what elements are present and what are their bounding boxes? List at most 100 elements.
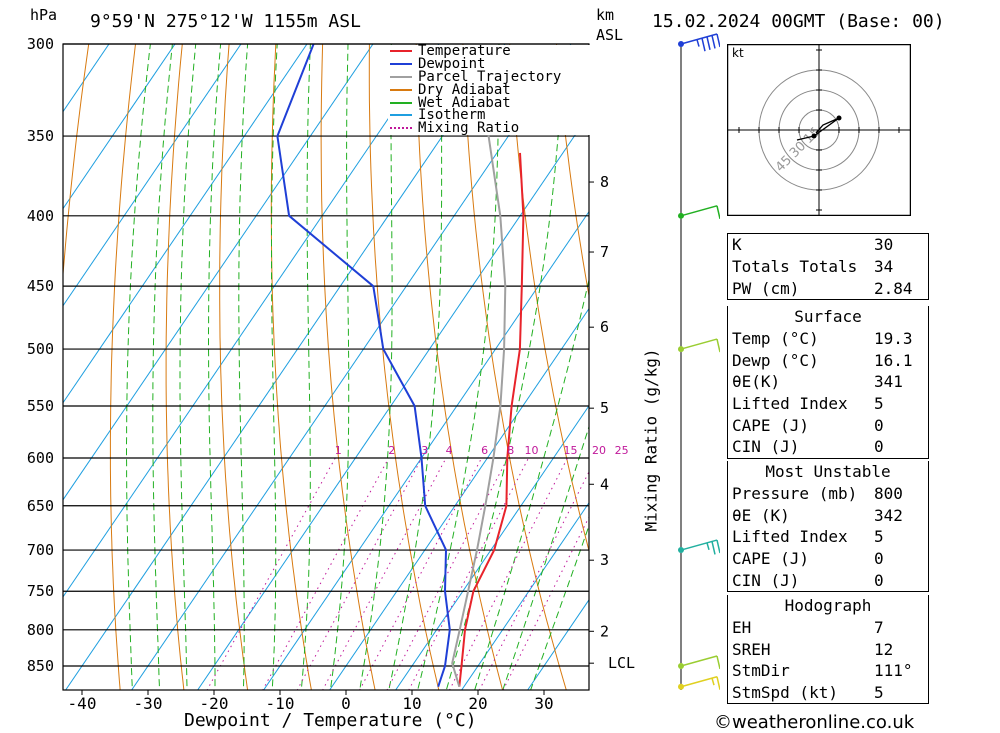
isotherm-line <box>63 44 110 113</box>
x-tick-label: -30 <box>134 694 163 713</box>
mixing-ratio-label: 10 <box>525 444 539 457</box>
dry-adiabat-line <box>270 44 312 690</box>
row-label: K <box>732 235 742 255</box>
legend-label: Dry Adiabat <box>418 81 511 98</box>
wind-barb <box>680 675 720 690</box>
isotherm-line <box>63 44 374 501</box>
dry-adiabat-line <box>165 44 185 690</box>
row-label: Lifted Index <box>732 527 848 547</box>
legend-swatch <box>390 75 412 78</box>
datetime-title: 15.02.2024 00GMT (Base: 00) <box>652 11 945 32</box>
wet-adiabat-line <box>502 425 589 690</box>
pressure-tick-label: 550 <box>27 397 54 415</box>
x-tick-label: 20 <box>468 694 487 713</box>
legend-swatch <box>390 88 412 91</box>
hodograph-unit: kt <box>732 46 744 60</box>
row-label: StmDir <box>732 661 790 681</box>
row-label: θE (K) <box>732 505 790 525</box>
mixing-ratio-label: 1 <box>335 444 342 457</box>
wet-adiabat-line <box>474 277 589 690</box>
most-unstable-table: Most Unstable Pressure (mb) 800 θE (K) 342 Li… <box>727 461 929 593</box>
pressure-tick-label: 500 <box>27 340 54 358</box>
surface-table: Surface Temp (°C) 19.3 Dewp (°C) 16.1 θE(K) 34… <box>727 306 929 459</box>
legend-item: Mixing Ratio <box>388 121 590 135</box>
mixing-ratio-line <box>408 457 529 690</box>
table-title: Hodograph <box>784 596 872 616</box>
hodograph-point <box>811 133 817 139</box>
legend-item: Temperature <box>388 44 590 58</box>
height-unit-sub-label: ASL <box>596 26 624 44</box>
table-row: θE (K) 342 <box>728 504 928 526</box>
table-row: K 30 <box>728 234 928 256</box>
dry-adiabat-line <box>691 3 720 700</box>
mixing-ratio-line <box>296 457 423 690</box>
legend-item: Wet Adiabat <box>388 96 590 110</box>
wind-barb <box>680 338 720 353</box>
wet-adiabat-line <box>271 44 278 690</box>
mixing-ratio-label: 6 <box>481 444 488 457</box>
legend-item: Parcel Trajectory <box>388 70 590 84</box>
dry-adiabat-line <box>555 44 589 299</box>
x-tick-label: 10 <box>402 694 421 713</box>
height-tick-label: LCL <box>608 654 635 672</box>
legend-item: Dry Adiabat <box>388 81 590 98</box>
wet-adiabat-line <box>300 44 311 690</box>
row-value: 342 <box>874 505 903 525</box>
height-tick-label: 7 <box>600 243 609 261</box>
hodograph-point <box>836 115 842 121</box>
legend-swatch <box>390 114 412 117</box>
hodograph-trace <box>796 117 840 141</box>
table-row: θE(K) 341 <box>728 371 928 393</box>
wind-barb <box>680 539 720 555</box>
dry-adiabat-line <box>368 44 440 690</box>
table-row: PW (cm) 2.84 <box>728 277 928 299</box>
wet-adiabat-line <box>208 44 222 690</box>
row-label: StmSpd (kt) <box>732 683 838 703</box>
mixing-ratio-label: 3 <box>421 444 428 457</box>
legend-swatch <box>390 127 412 130</box>
temperature-profile <box>458 152 525 687</box>
pressure-tick-label: 850 <box>27 657 54 675</box>
mixing-ratio-line <box>322 457 447 690</box>
mixing-ratio-line <box>478 470 589 690</box>
pressure-tick-label: 700 <box>27 541 54 559</box>
mixing-ratio-line <box>262 457 390 690</box>
mixing-ratio-label: 4 <box>446 444 453 457</box>
legend-swatch <box>390 50 412 53</box>
location-title: 9°59'N 275°12'W 1155m ASL <box>90 11 361 32</box>
chart-legend: Temperature Dewpoint Parcel Trajectory Dry … <box>388 44 590 135</box>
mixing-ratio-label: 25 <box>615 444 629 457</box>
legend-item: Dewpoint <box>388 57 590 71</box>
mixing-ratio-label: 2 <box>388 444 395 457</box>
mixing-ratio-line <box>206 457 336 690</box>
pressure-tick-label: 650 <box>27 497 54 515</box>
row-value: 12 <box>874 639 894 659</box>
mixing-ratio-label: 20 <box>592 444 606 457</box>
indices-table: K 30 Totals Totals 34 PW (cm) 2.84 <box>727 233 929 301</box>
isotherm-line <box>63 44 176 210</box>
height-tick-label: 3 <box>600 551 609 569</box>
wet-adiabat-line <box>359 44 393 690</box>
row-value: 0 <box>874 415 884 435</box>
dry-adiabat-line <box>63 44 90 281</box>
row-label: Pressure (mb) <box>732 484 858 504</box>
isotherm-line <box>263 210 589 690</box>
isotherm-line <box>461 501 589 690</box>
wind-barb <box>680 205 720 219</box>
pressure-tick-label: 350 <box>27 127 54 145</box>
table-title: Most Unstable <box>765 462 891 482</box>
wet-adiabat-line <box>530 524 589 690</box>
mixing-ratio-label: 8 <box>507 444 514 457</box>
row-value: 0 <box>874 570 884 590</box>
pressure-tick-label: 600 <box>27 449 54 467</box>
pressure-unit-label: hPa <box>30 6 58 24</box>
table-row: CIN (J) 0 <box>728 569 928 591</box>
table-row: Totals Totals 34 <box>728 256 928 278</box>
mixing-ratio-label: 15 <box>564 444 578 457</box>
table-row: StmDir 111° <box>728 660 928 682</box>
row-value: 19.3 <box>874 329 913 349</box>
legend-label: Isotherm <box>418 107 486 124</box>
row-value: 800 <box>874 484 903 504</box>
row-value: 111° <box>874 661 913 681</box>
x-tick-label: 30 <box>534 694 553 713</box>
